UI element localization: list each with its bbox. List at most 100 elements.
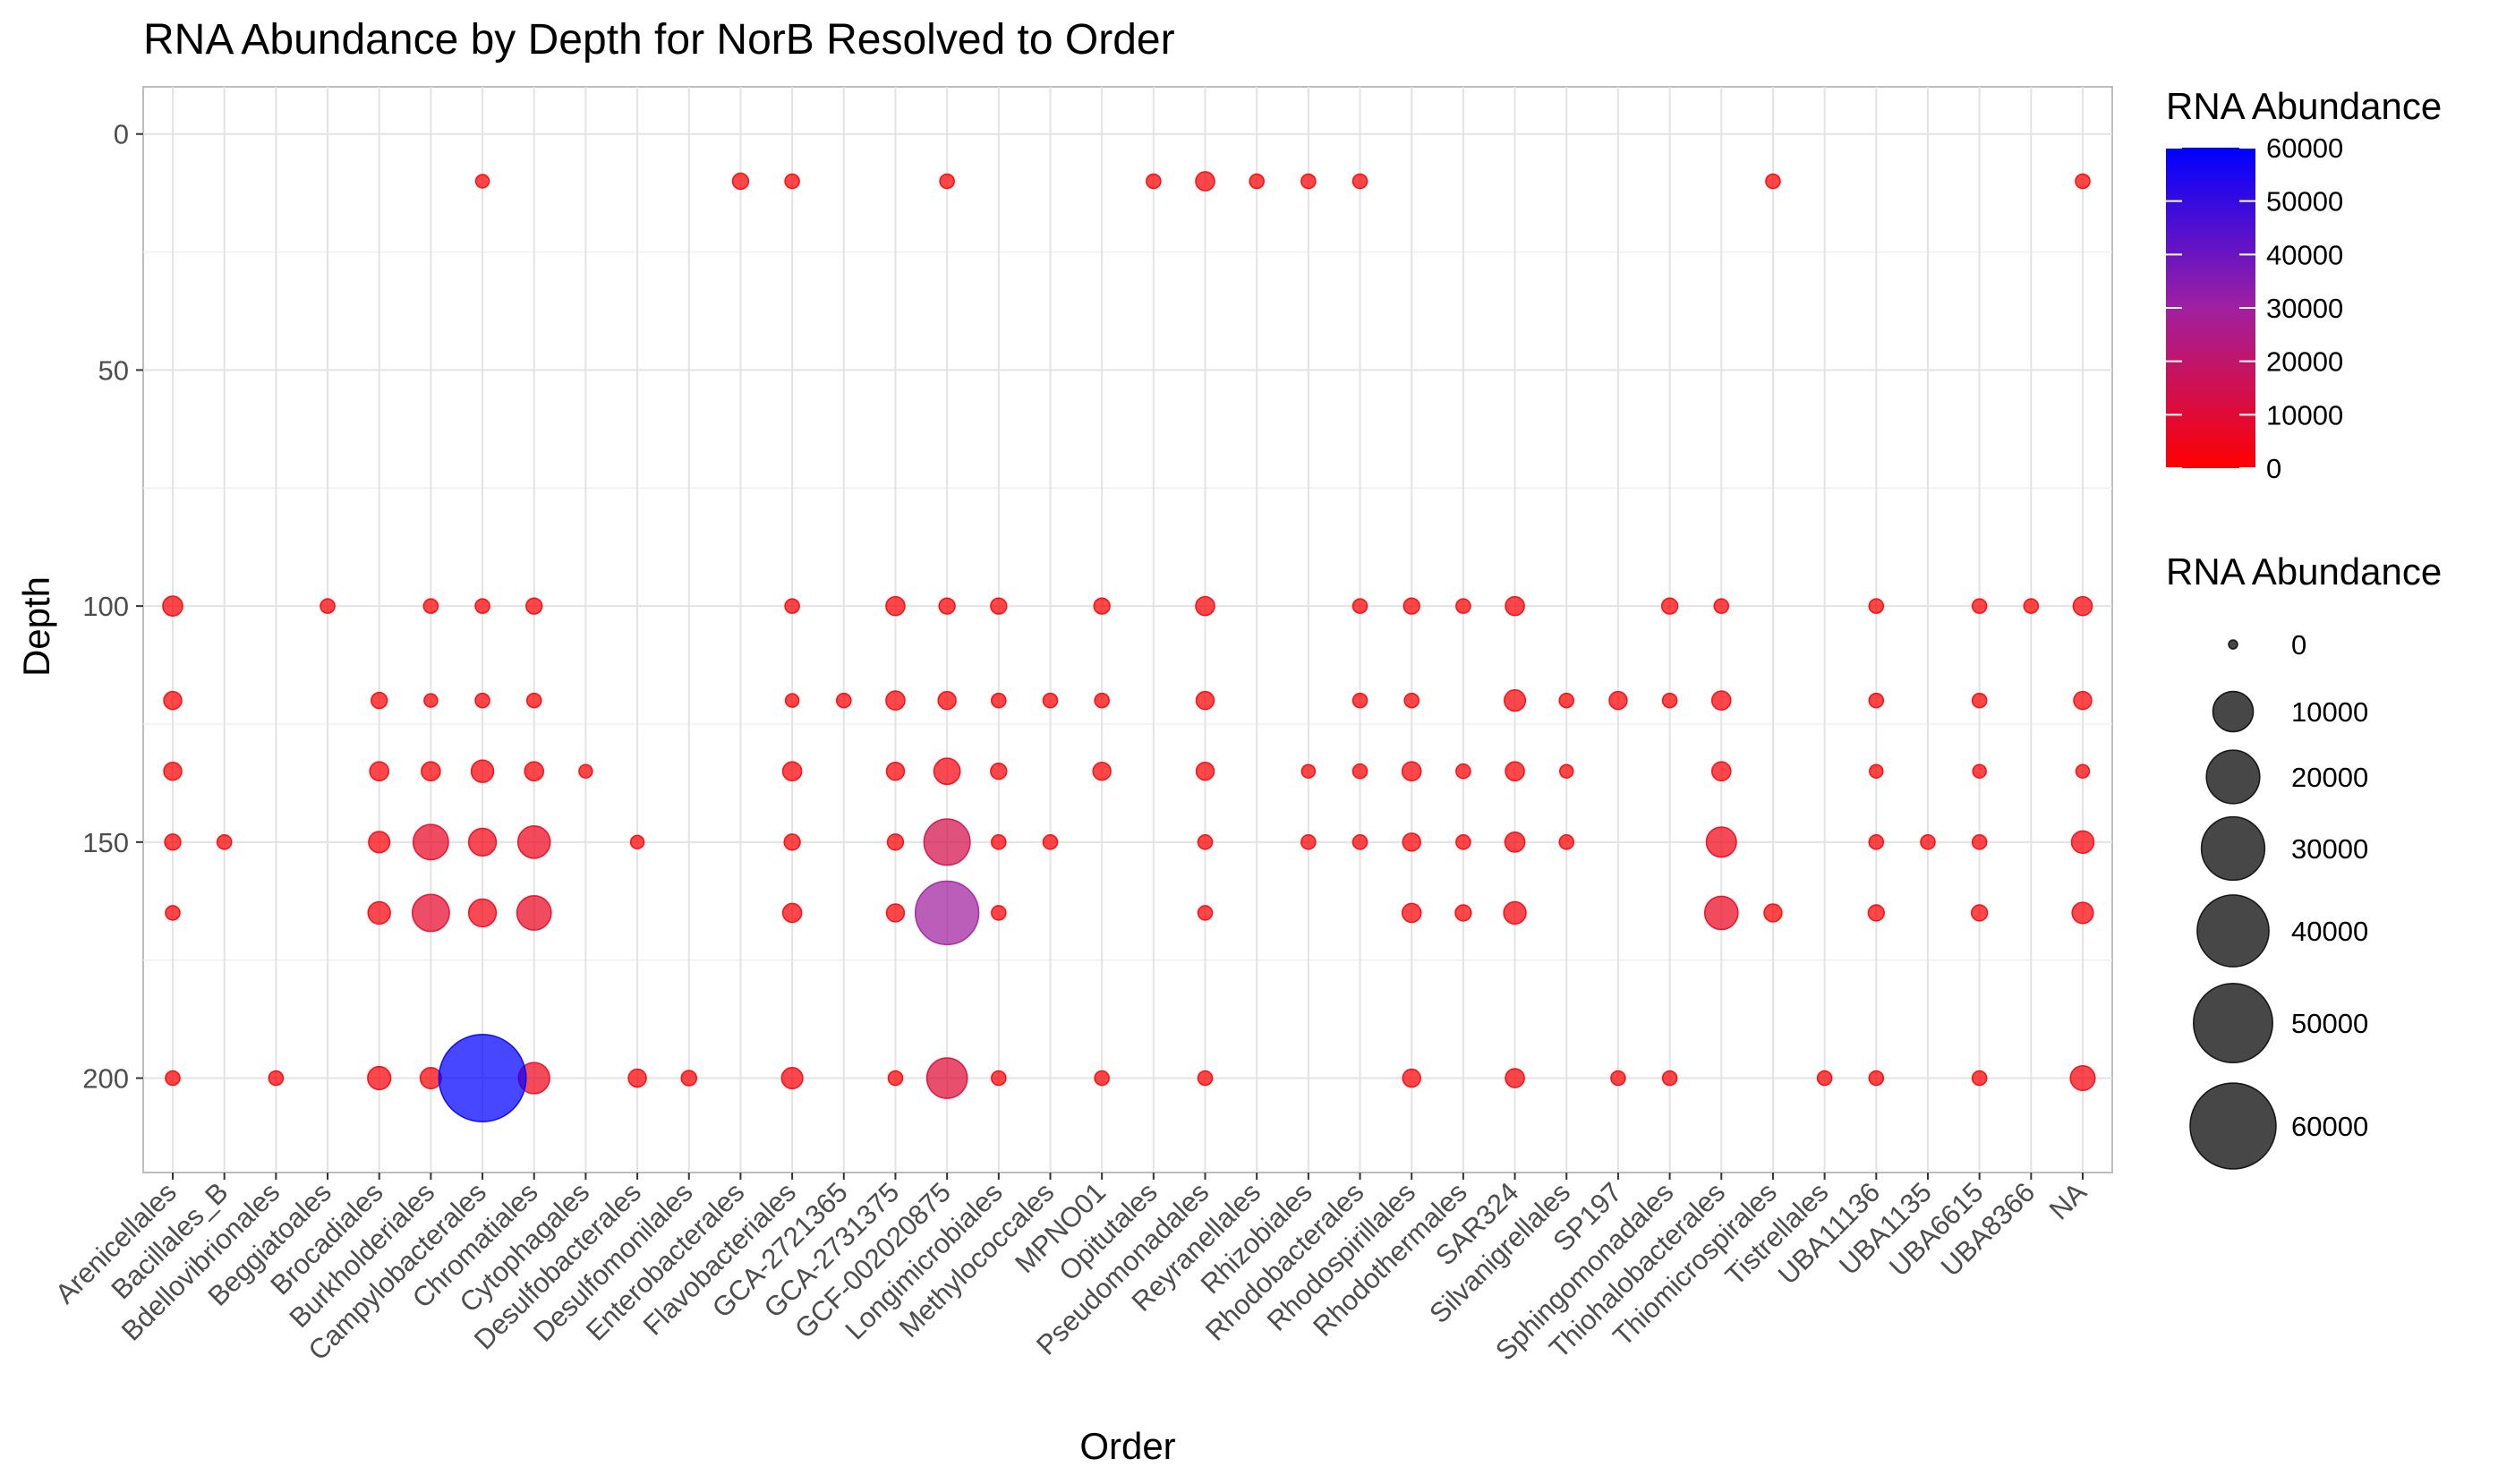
data-point bbox=[1660, 597, 1679, 615]
data-point bbox=[1867, 904, 1885, 922]
data-point bbox=[411, 893, 450, 933]
data-point bbox=[1505, 1068, 1525, 1088]
data-point bbox=[1765, 173, 1781, 190]
data-point bbox=[1558, 834, 1575, 850]
data-point bbox=[2071, 901, 2094, 925]
data-point bbox=[991, 1070, 1007, 1087]
data-point bbox=[1505, 761, 1525, 782]
data-point bbox=[1092, 762, 1112, 781]
data-point bbox=[2069, 1064, 2096, 1092]
data-point bbox=[938, 597, 956, 615]
size-legend-label: 20000 bbox=[2291, 762, 2368, 793]
data-points bbox=[162, 171, 2096, 1122]
data-point bbox=[1195, 171, 1215, 192]
data-point bbox=[1868, 834, 1885, 850]
data-point bbox=[1401, 902, 1422, 924]
data-point bbox=[1455, 763, 1471, 780]
y-tick-label: 150 bbox=[82, 827, 129, 858]
y-axis-ticks: 0 50 100 150 200 bbox=[82, 119, 143, 1095]
data-point bbox=[1403, 692, 1420, 709]
size-legend-label: 10000 bbox=[2291, 696, 2368, 728]
data-point bbox=[1402, 832, 1421, 852]
data-point bbox=[923, 818, 971, 866]
data-point bbox=[421, 761, 441, 782]
data-point bbox=[783, 833, 801, 851]
data-point bbox=[1351, 598, 1368, 614]
data-point bbox=[1454, 904, 1472, 922]
data-point bbox=[1703, 895, 1739, 931]
size-legend-key bbox=[2189, 1082, 2277, 1170]
data-point bbox=[1195, 762, 1215, 781]
size-legend-key bbox=[2228, 639, 2238, 650]
data-point bbox=[781, 761, 803, 782]
data-point bbox=[629, 834, 645, 850]
colorbar-tick-label: 20000 bbox=[2266, 346, 2343, 378]
data-point bbox=[885, 903, 906, 923]
data-point bbox=[1868, 1070, 1885, 1087]
data-point bbox=[470, 759, 495, 783]
data-point bbox=[1971, 598, 1988, 614]
data-point bbox=[367, 900, 391, 925]
y-tick-label: 50 bbox=[98, 354, 129, 386]
data-point bbox=[2070, 830, 2095, 855]
data-point bbox=[784, 598, 800, 614]
data-point bbox=[1608, 690, 1628, 711]
colorbar-tick-label: 60000 bbox=[2266, 132, 2343, 164]
colorbar-tick-label: 30000 bbox=[2266, 293, 2343, 324]
data-point bbox=[2073, 690, 2093, 711]
data-point bbox=[1971, 1070, 1988, 1087]
data-point bbox=[474, 692, 490, 709]
y-tick-label: 0 bbox=[114, 119, 129, 150]
size-legend-items: 0 10000 20000 30000 40000 50000 60000 bbox=[2189, 629, 2368, 1170]
data-point bbox=[1710, 690, 1732, 711]
data-point bbox=[2075, 763, 2091, 779]
size-legend-label: 60000 bbox=[2291, 1111, 2368, 1142]
size-legend-label: 50000 bbox=[2291, 1008, 2368, 1039]
data-point bbox=[731, 172, 750, 191]
data-point bbox=[467, 827, 498, 857]
data-point bbox=[1195, 595, 1215, 617]
data-point bbox=[885, 595, 906, 617]
data-point bbox=[1971, 692, 1988, 709]
data-point bbox=[886, 833, 905, 851]
data-point bbox=[1503, 900, 1527, 925]
data-point bbox=[627, 1068, 647, 1088]
data-point bbox=[990, 597, 1008, 615]
size-legend-label: 30000 bbox=[2291, 833, 2368, 865]
data-point bbox=[1042, 692, 1059, 709]
data-point bbox=[163, 690, 183, 711]
data-point bbox=[1402, 1068, 1421, 1088]
data-point bbox=[1661, 1070, 1678, 1087]
data-point bbox=[933, 757, 961, 786]
data-point bbox=[1610, 1070, 1626, 1087]
data-point bbox=[1763, 903, 1783, 923]
data-point bbox=[368, 831, 391, 854]
data-point bbox=[939, 173, 955, 190]
size-legend-key bbox=[2192, 982, 2274, 1064]
data-point bbox=[990, 763, 1008, 780]
size-legend-key bbox=[2212, 690, 2255, 733]
data-point bbox=[1558, 692, 1575, 709]
data-point bbox=[1868, 692, 1885, 709]
chart-title: RNA Abundance by Depth for NorB Resolved… bbox=[143, 16, 1175, 64]
size-legend-key bbox=[2205, 749, 2261, 805]
size-legend-label: 0 bbox=[2291, 629, 2306, 661]
data-point bbox=[781, 902, 803, 924]
data-point bbox=[438, 1034, 527, 1122]
size-legend-key bbox=[2200, 815, 2266, 882]
data-point bbox=[516, 895, 552, 931]
data-point bbox=[1504, 689, 1527, 712]
data-point bbox=[885, 690, 906, 711]
data-point bbox=[1504, 831, 1526, 853]
data-point bbox=[268, 1070, 285, 1087]
data-point bbox=[467, 898, 498, 928]
data-point bbox=[991, 692, 1007, 709]
colorbar-tick-label: 50000 bbox=[2266, 186, 2343, 217]
color-legend: RNA Abundance 0 10000 20000 30000 40000 50000… bbox=[2166, 85, 2442, 484]
data-point bbox=[1402, 597, 1420, 615]
data-point bbox=[1197, 834, 1214, 850]
data-point bbox=[164, 833, 182, 851]
data-point bbox=[1705, 826, 1737, 858]
